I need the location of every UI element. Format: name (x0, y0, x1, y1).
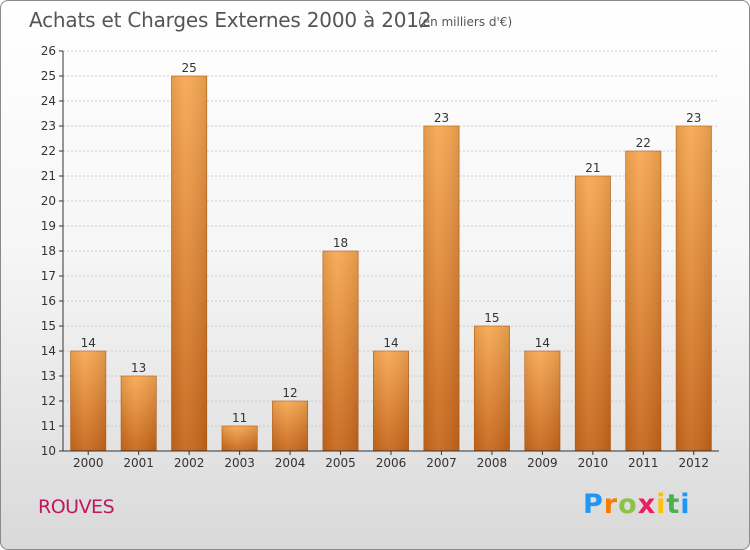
logo-letter: P (583, 489, 604, 520)
data-label: 23 (686, 111, 701, 125)
x-tick-label: 2005 (325, 456, 356, 470)
bar-shade (423, 126, 460, 451)
y-tick-label: 26 (41, 44, 56, 58)
y-tick-label: 18 (41, 244, 56, 258)
y-tick-label: 22 (41, 144, 56, 158)
data-label: 13 (131, 361, 146, 375)
bar-shade (70, 351, 106, 451)
y-tick-label: 23 (41, 119, 56, 133)
axes (59, 50, 719, 455)
y-tick-label: 19 (41, 219, 56, 233)
data-label: 18 (333, 236, 348, 250)
bar-shade (121, 376, 157, 451)
logo-letter: o (618, 489, 638, 520)
data-label: 21 (585, 161, 600, 175)
data-label: 14 (535, 336, 550, 350)
y-tick-label: 17 (41, 269, 56, 283)
chart-unit: (en milliers d'€) (418, 15, 513, 29)
logo-letter: x (637, 489, 657, 520)
x-tick-label: 2012 (678, 456, 709, 470)
data-label: 22 (636, 136, 651, 150)
data-label: 25 (182, 61, 197, 75)
bars (70, 75, 712, 452)
x-tick-label: 2001 (123, 456, 154, 470)
x-tick-label: 2002 (174, 456, 205, 470)
y-tick-label: 13 (41, 369, 56, 383)
bar-shade (272, 401, 308, 451)
logo-letter: i (680, 489, 691, 520)
bar-shade (171, 76, 207, 451)
labels: 10 11 12 13 14 15 16 17 18 19 20 21 22 23 24 25 26 14 2000… (41, 44, 709, 470)
bar-shade (474, 326, 510, 451)
logo-letter: i (656, 489, 667, 520)
x-tick-label: 2009 (527, 456, 558, 470)
data-label: 14 (81, 336, 96, 350)
y-tick-label: 20 (41, 194, 56, 208)
x-tick-label: 2011 (628, 456, 659, 470)
data-label: 23 (434, 111, 449, 125)
x-tick-label: 2006 (376, 456, 407, 470)
y-tick-label: 11 (41, 419, 56, 433)
bar-shade (575, 176, 611, 451)
bar-shade (373, 351, 409, 451)
bar-shade (676, 126, 712, 451)
x-tick-label: 2007 (426, 456, 457, 470)
y-tick-label: 12 (41, 394, 56, 408)
logo-letter: r (603, 489, 619, 520)
y-tick-label: 25 (41, 69, 56, 83)
y-tick-label: 14 (41, 344, 56, 358)
x-tick-label: 2003 (224, 456, 255, 470)
bar-shade (322, 251, 359, 451)
bar-shade (221, 426, 258, 451)
chart-title: Achats et Charges Externes 2000 à 2012 (29, 8, 432, 32)
commune-name: ROUVES (38, 496, 115, 518)
bar-shade (625, 151, 661, 451)
y-tick-label: 21 (41, 169, 56, 183)
x-tick-label: 2008 (477, 456, 508, 470)
y-tick-label: 15 (41, 319, 56, 333)
logo-letter: t (666, 489, 681, 520)
y-tick-label: 24 (41, 94, 56, 108)
bar-shade (524, 351, 561, 451)
proxiti-logo: Proxiti (583, 489, 691, 520)
data-label: 11 (232, 411, 247, 425)
x-tick-label: 2010 (578, 456, 609, 470)
y-tick-label: 10 (41, 444, 56, 458)
data-label: 15 (484, 311, 499, 325)
x-tick-label: 2000 (73, 456, 104, 470)
data-label: 14 (383, 336, 398, 350)
data-label: 12 (282, 386, 297, 400)
y-tick-label: 16 (41, 294, 56, 308)
x-tick-label: 2004 (275, 456, 306, 470)
